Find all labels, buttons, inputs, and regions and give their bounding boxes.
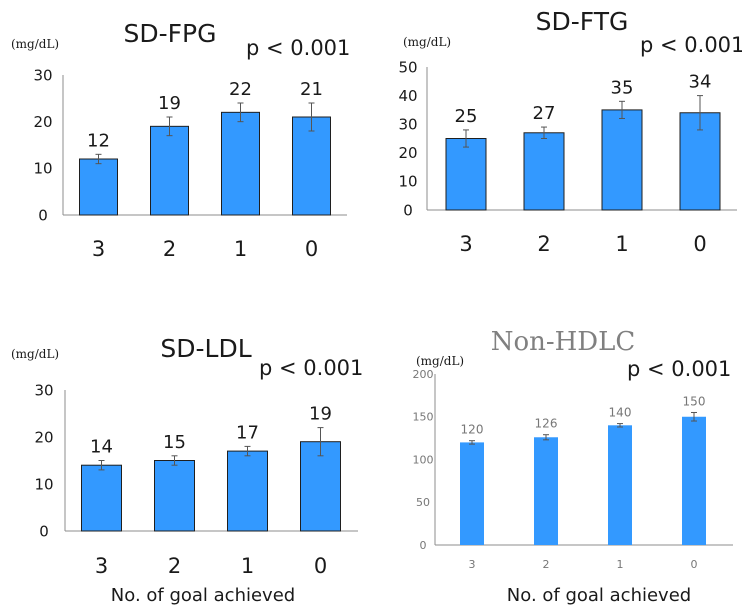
y-tick-label: 10 — [398, 173, 417, 191]
data-label: 19 — [158, 93, 181, 114]
data-label: 15 — [163, 432, 186, 453]
data-label: 14 — [90, 437, 113, 458]
data-label: 17 — [236, 422, 259, 443]
chart-title: Non-HDLC — [491, 327, 636, 357]
y-unit-label: (mg/dL) — [416, 354, 464, 368]
x-tick-label: 0 — [314, 554, 327, 578]
chart-title: SD-FTG — [536, 7, 629, 36]
data-label: 27 — [533, 103, 556, 124]
bar — [293, 117, 331, 215]
y-tick-label: 0 — [38, 206, 48, 224]
chart-panel-1: SD-FTG(mg/dL) p < 0.001010203040502532723… — [398, 7, 742, 256]
y-tick-label: 50 — [398, 58, 417, 76]
data-label: 22 — [229, 79, 252, 100]
chart-panel-2: SD-LDL (mg/dL) p < 0.001 0 10 20 30 14 3 15 2 17 1 19… — [11, 334, 363, 606]
y-tick-label: 10 — [33, 160, 52, 178]
x-tick-label: 2 — [163, 237, 176, 261]
y-tick-label: 40 — [398, 87, 417, 105]
bar — [460, 442, 484, 545]
y-tick-label: 10 — [34, 475, 53, 493]
bar — [534, 437, 558, 545]
y-tick-label: 200 — [413, 368, 434, 381]
y-tick-label: 20 — [34, 428, 53, 446]
y-tick-label: 150 — [413, 411, 434, 424]
data-label: 21 — [300, 79, 323, 100]
x-tick-label: 1 — [617, 558, 624, 571]
chart-panel-0: SD-FPG(mg/dL) p < 0.001010203012319222121… — [11, 19, 350, 261]
x-tick-label: 3 — [469, 558, 476, 571]
data-label: 12 — [87, 130, 110, 151]
y-tick-label: 0 — [420, 539, 427, 552]
x-tick-label: 1 — [234, 237, 247, 261]
y-tick-label: 20 — [398, 144, 417, 162]
bar — [228, 451, 268, 531]
y-tick-label: 20 — [33, 113, 52, 131]
p-value-label: p < 0.001 — [246, 36, 350, 60]
x-tick-label: 0 — [305, 237, 318, 261]
x-axis-title: No. of goal achieved — [507, 585, 691, 606]
y-tick-label: 100 — [413, 453, 434, 466]
y-tick-label: 50 — [416, 496, 430, 509]
data-label: 140 — [609, 406, 632, 420]
y-unit-label: (mg/dL) — [11, 347, 59, 361]
bar — [608, 425, 632, 545]
p-value-label: p < 0.001 — [640, 33, 742, 57]
data-label: 126 — [535, 417, 558, 431]
y-tick-label: 30 — [34, 381, 53, 399]
x-tick-label: 3 — [95, 554, 108, 578]
y-tick-label: 0 — [403, 201, 413, 219]
x-tick-label: 2 — [168, 554, 181, 578]
bar — [222, 112, 260, 215]
data-label: 34 — [689, 72, 712, 93]
y-unit-label: (mg/dL) — [403, 35, 451, 49]
y-tick-label: 0 — [39, 522, 49, 540]
bar — [80, 159, 118, 215]
chart-title: SD-LDL — [160, 334, 251, 363]
x-tick-label: 3 — [92, 237, 105, 261]
x-tick-label: 0 — [691, 558, 698, 571]
y-unit-label: (mg/dL) — [11, 37, 59, 51]
p-value-label: p < 0.001 — [627, 357, 731, 381]
data-label: 120 — [461, 423, 484, 437]
data-label: 19 — [309, 404, 332, 425]
bar — [446, 139, 486, 211]
x-tick-label: 1 — [241, 554, 254, 578]
data-label: 35 — [611, 77, 634, 98]
x-tick-label: 1 — [615, 232, 628, 256]
p-value-label: p < 0.001 — [259, 356, 363, 380]
bar — [82, 465, 122, 531]
x-tick-label: 3 — [459, 232, 472, 256]
bar — [155, 461, 195, 532]
data-label: 25 — [455, 106, 478, 127]
x-tick-label: 0 — [693, 232, 706, 256]
y-tick-label: 30 — [398, 115, 417, 133]
x-axis-title: No. of goal achieved — [111, 585, 295, 606]
bar — [151, 126, 189, 215]
y-tick-label: 30 — [33, 66, 52, 84]
chart-panel-3: Non-HDLC(mg/dL) p < 0.0010501001502001203… — [413, 327, 734, 606]
bar — [682, 417, 706, 545]
bar — [524, 133, 564, 210]
x-tick-label: 2 — [537, 232, 550, 256]
bar — [602, 110, 642, 210]
data-label: 150 — [683, 394, 706, 408]
chart-title: SD-FPG — [124, 19, 217, 48]
x-tick-label: 2 — [543, 558, 550, 571]
